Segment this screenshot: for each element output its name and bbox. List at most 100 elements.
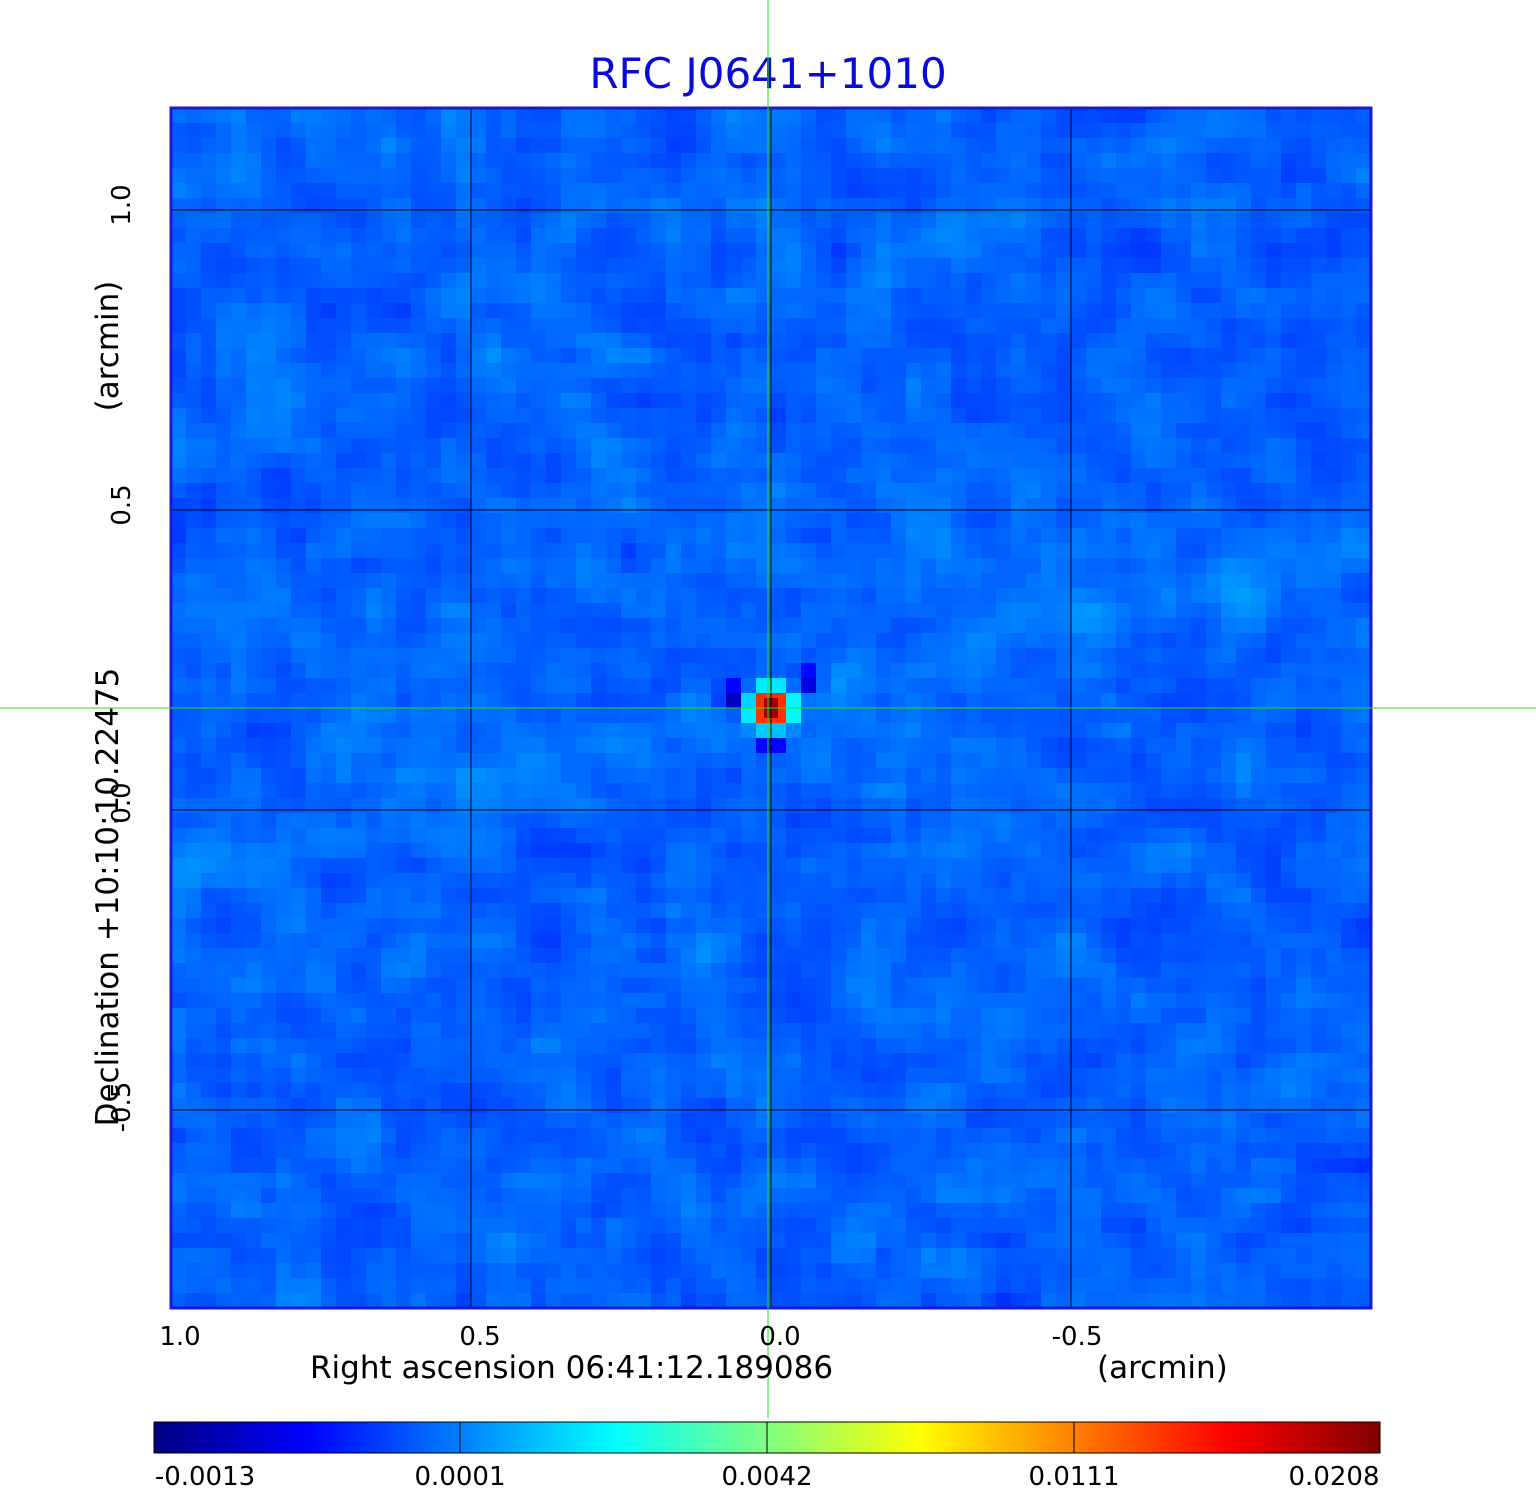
heatmap-cell [951,483,967,499]
heatmap-cell [756,468,772,484]
heatmap-cell [171,123,187,139]
heatmap-cell [756,588,772,604]
heatmap-cell [531,213,547,229]
heatmap-cell [291,408,307,424]
heatmap-cell [591,558,607,574]
heatmap-cell [321,618,337,634]
heatmap-cell [381,228,397,244]
heatmap-cell [441,438,457,454]
heatmap-cell [171,648,187,664]
heatmap-cell [1176,663,1192,679]
heatmap-cell [516,783,532,799]
heatmap-cell [1161,798,1177,814]
heatmap-cell [291,888,307,904]
heatmap-cell [951,378,967,394]
heatmap-cell [1041,678,1057,694]
heatmap-cell [1026,303,1042,319]
heatmap-cell [216,123,232,139]
heatmap-cell [171,243,187,259]
heatmap-cell [966,333,982,349]
heatmap-cell [1206,918,1222,934]
heatmap-cell [516,618,532,634]
heatmap-cell [681,738,697,754]
heatmap-cell [1251,123,1267,139]
heatmap-cell [471,423,487,439]
heatmap-cell [756,1023,772,1039]
heatmap-cell [516,198,532,214]
heatmap-cell [876,648,892,664]
heatmap-cell [216,588,232,604]
heatmap-cell [1116,948,1132,964]
heatmap-cell [1101,153,1117,169]
heatmap-cell [1221,228,1237,244]
heatmap-cell [531,558,547,574]
heatmap-cell [681,918,697,934]
heatmap-cell [171,213,187,229]
heatmap-cell [816,663,832,679]
heatmap-cell [351,963,367,979]
heatmap-cell [231,123,247,139]
heatmap-cell [201,318,217,334]
heatmap-cell [351,888,367,904]
heatmap-cell [276,273,292,289]
heatmap-cell [801,498,817,514]
heatmap-cell [1131,408,1147,424]
heatmap-cell [921,333,937,349]
heatmap-cell [726,453,742,469]
heatmap-cell [246,573,262,589]
heatmap-cell [381,513,397,529]
heatmap-cell [1206,363,1222,379]
heatmap-cell [561,858,577,874]
heatmap-cell [816,573,832,589]
heatmap-cell [486,438,502,454]
heatmap-cell [666,918,682,934]
heatmap-cell [1191,393,1207,409]
heatmap-cell [1071,423,1087,439]
heatmap-cell [471,153,487,169]
heatmap-cell [441,333,457,349]
heatmap-cell [1161,318,1177,334]
heatmap-cell [186,138,202,154]
heatmap-cell [171,663,187,679]
heatmap-cell [906,183,922,199]
heatmap-cell [306,1008,322,1024]
heatmap-cell [621,933,637,949]
heatmap-cell [576,753,592,769]
heatmap-cell [831,243,847,259]
heatmap-cell [231,663,247,679]
heatmap-cell [231,1038,247,1054]
heatmap-cell [1161,378,1177,394]
heatmap-cell [1281,708,1297,724]
heatmap-cell [531,288,547,304]
heatmap-cell [1266,228,1282,244]
heatmap-cell [546,558,562,574]
heatmap-cell [261,168,277,184]
heatmap-cell [186,903,202,919]
heatmap-cell [366,288,382,304]
heatmap-cell [696,363,712,379]
heatmap-cell [291,498,307,514]
heatmap-cell [1026,933,1042,949]
heatmap-cell [861,903,877,919]
heatmap-cell [606,918,622,934]
heatmap-cell [966,783,982,799]
heatmap-cell [516,273,532,289]
heatmap-cell [501,648,517,664]
heatmap-cell [231,873,247,889]
heatmap-cell [561,663,577,679]
heatmap-cell [801,918,817,934]
heatmap-cell [906,423,922,439]
heatmap-cell [546,933,562,949]
heatmap-cell [186,798,202,814]
heatmap-cell [1146,303,1162,319]
heatmap-cell [696,678,712,694]
heatmap-cell [906,513,922,529]
heatmap-cell [906,123,922,139]
heatmap-cell [1326,693,1342,709]
heatmap-cell [771,843,787,859]
heatmap-cell [951,138,967,154]
heatmap-cell [921,903,937,919]
heatmap-cell [1296,348,1312,364]
heatmap-cell [831,183,847,199]
